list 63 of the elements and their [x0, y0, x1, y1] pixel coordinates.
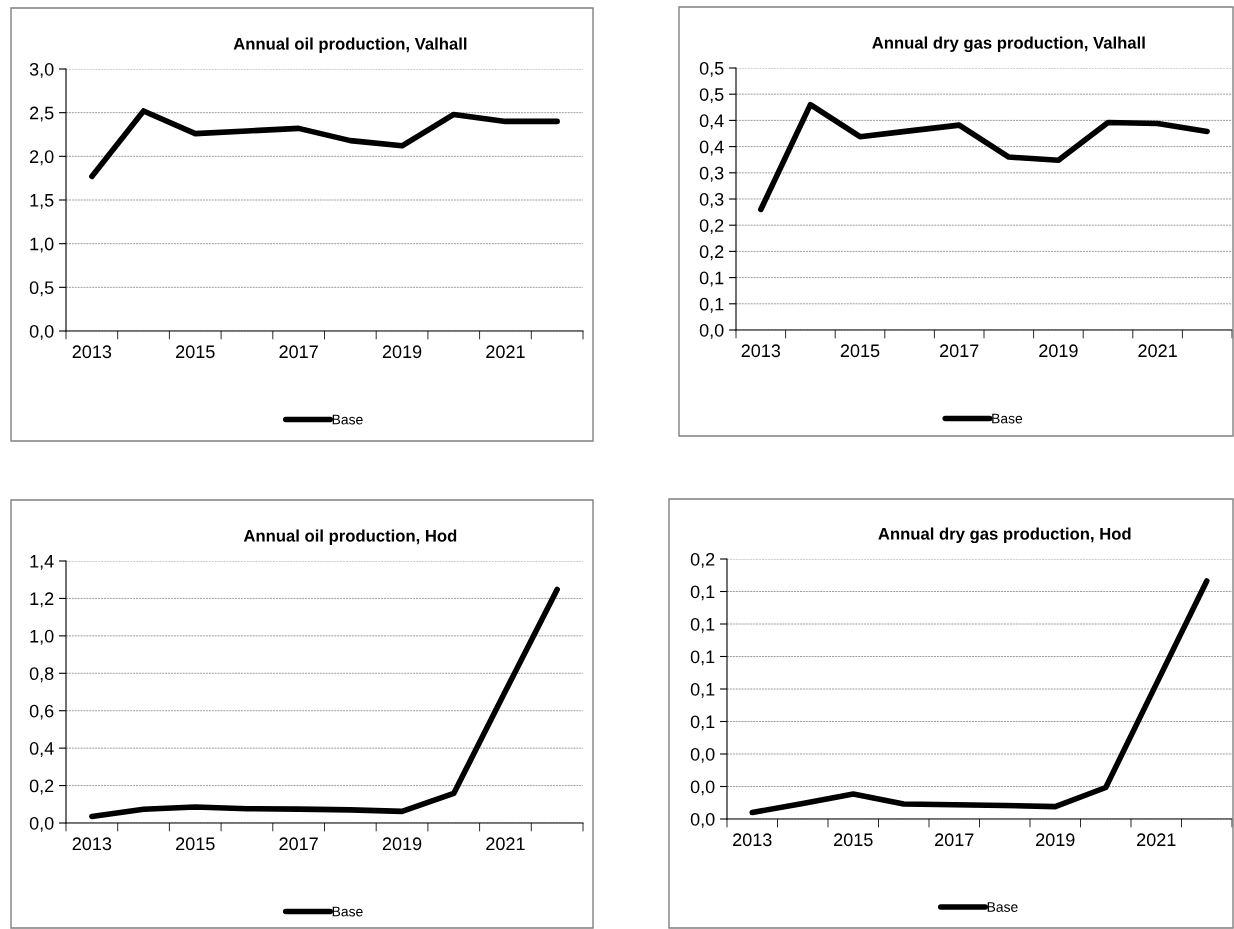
y-tick-label: 2,0: [30, 150, 54, 166]
y-tick-label: 1,5: [30, 194, 54, 209]
y-tick-label: 0,1: [699, 297, 724, 313]
x-tick-label: 2021: [486, 345, 525, 359]
y-tick-label: 1,2: [30, 592, 54, 608]
x-tick-label: 2015: [840, 344, 880, 358]
x-tick-label: 2015: [176, 345, 215, 359]
y-tick-label: 0,4: [699, 114, 724, 130]
y-tick-label: 0,0: [699, 323, 724, 339]
y-tick-label: 0,1: [699, 271, 724, 287]
x-tick-label: 2013: [72, 345, 112, 359]
x-tick-label: 2013: [733, 833, 772, 847]
y-tick-label: 1,4: [30, 555, 54, 570]
y-tick-label: 0,2: [690, 552, 715, 568]
y-tick-label: 3,0: [29, 62, 54, 78]
x-tick-label: 2021: [1137, 833, 1176, 847]
legend-label: Base: [332, 906, 363, 917]
x-tick-label: 2013: [741, 344, 781, 358]
y-tick-label: 0,8: [29, 667, 54, 683]
x-tick-label: 2019: [1036, 833, 1075, 847]
legend-label: Base: [987, 902, 1018, 912]
y-tick-label: 0,0: [690, 747, 715, 763]
legend-label: Base: [332, 414, 363, 425]
y-tick-label: 0,0: [29, 324, 54, 340]
y-tick-label: 0,3: [699, 166, 724, 182]
y-tick-label: 0,4: [29, 742, 54, 757]
y-tick-label: 0,1: [690, 682, 715, 698]
y-tick-label: 0,0: [29, 816, 54, 832]
y-tick-label: 0,5: [699, 61, 724, 77]
y-tick-label: 0,0: [690, 812, 715, 828]
y-tick-label: 0,5: [699, 88, 724, 104]
y-tick-label: 0,3: [699, 192, 724, 208]
chart-title: Annual dry gas production, Hod: [878, 527, 1131, 544]
x-tick-label: 2019: [382, 837, 422, 851]
y-tick-label: 0,0: [690, 780, 715, 796]
y-tick-label: 0,4: [699, 140, 724, 156]
y-tick-label: 1,0: [30, 237, 54, 253]
x-tick-label: 2021: [1138, 344, 1177, 358]
x-tick-label: 2015: [834, 833, 873, 847]
x-tick-label: 2017: [279, 837, 318, 851]
x-tick-label: 2019: [382, 345, 422, 359]
chart-title: Annual oil production, Valhall: [233, 37, 467, 54]
x-tick-label: 2021: [486, 837, 525, 851]
y-tick-label: 2,5: [30, 106, 54, 122]
y-tick-label: 1,0: [30, 629, 54, 645]
chart-title: Annual oil production, Hod: [243, 529, 457, 546]
y-tick-label: 0,2: [699, 219, 724, 235]
x-tick-label: 2017: [935, 833, 974, 847]
y-tick-label: 0,5: [29, 281, 54, 297]
x-tick-label: 2015: [176, 837, 215, 851]
y-tick-label: 0,2: [29, 779, 54, 795]
y-tick-label: 0,1: [690, 650, 715, 666]
y-tick-label: 0,6: [29, 704, 54, 720]
x-tick-label: 2013: [72, 837, 112, 851]
x-tick-label: 2017: [279, 345, 318, 359]
y-tick-label: 0,1: [690, 617, 715, 633]
x-tick-label: 2017: [940, 344, 979, 358]
y-tick-label: 0,1: [690, 715, 715, 731]
y-tick-label: 0,2: [699, 245, 724, 261]
chart-title: Annual dry gas production, Valhall: [872, 36, 1145, 53]
y-tick-label: 0,1: [690, 585, 715, 601]
legend-label: Base: [992, 413, 1023, 424]
x-tick-label: 2019: [1039, 344, 1078, 358]
